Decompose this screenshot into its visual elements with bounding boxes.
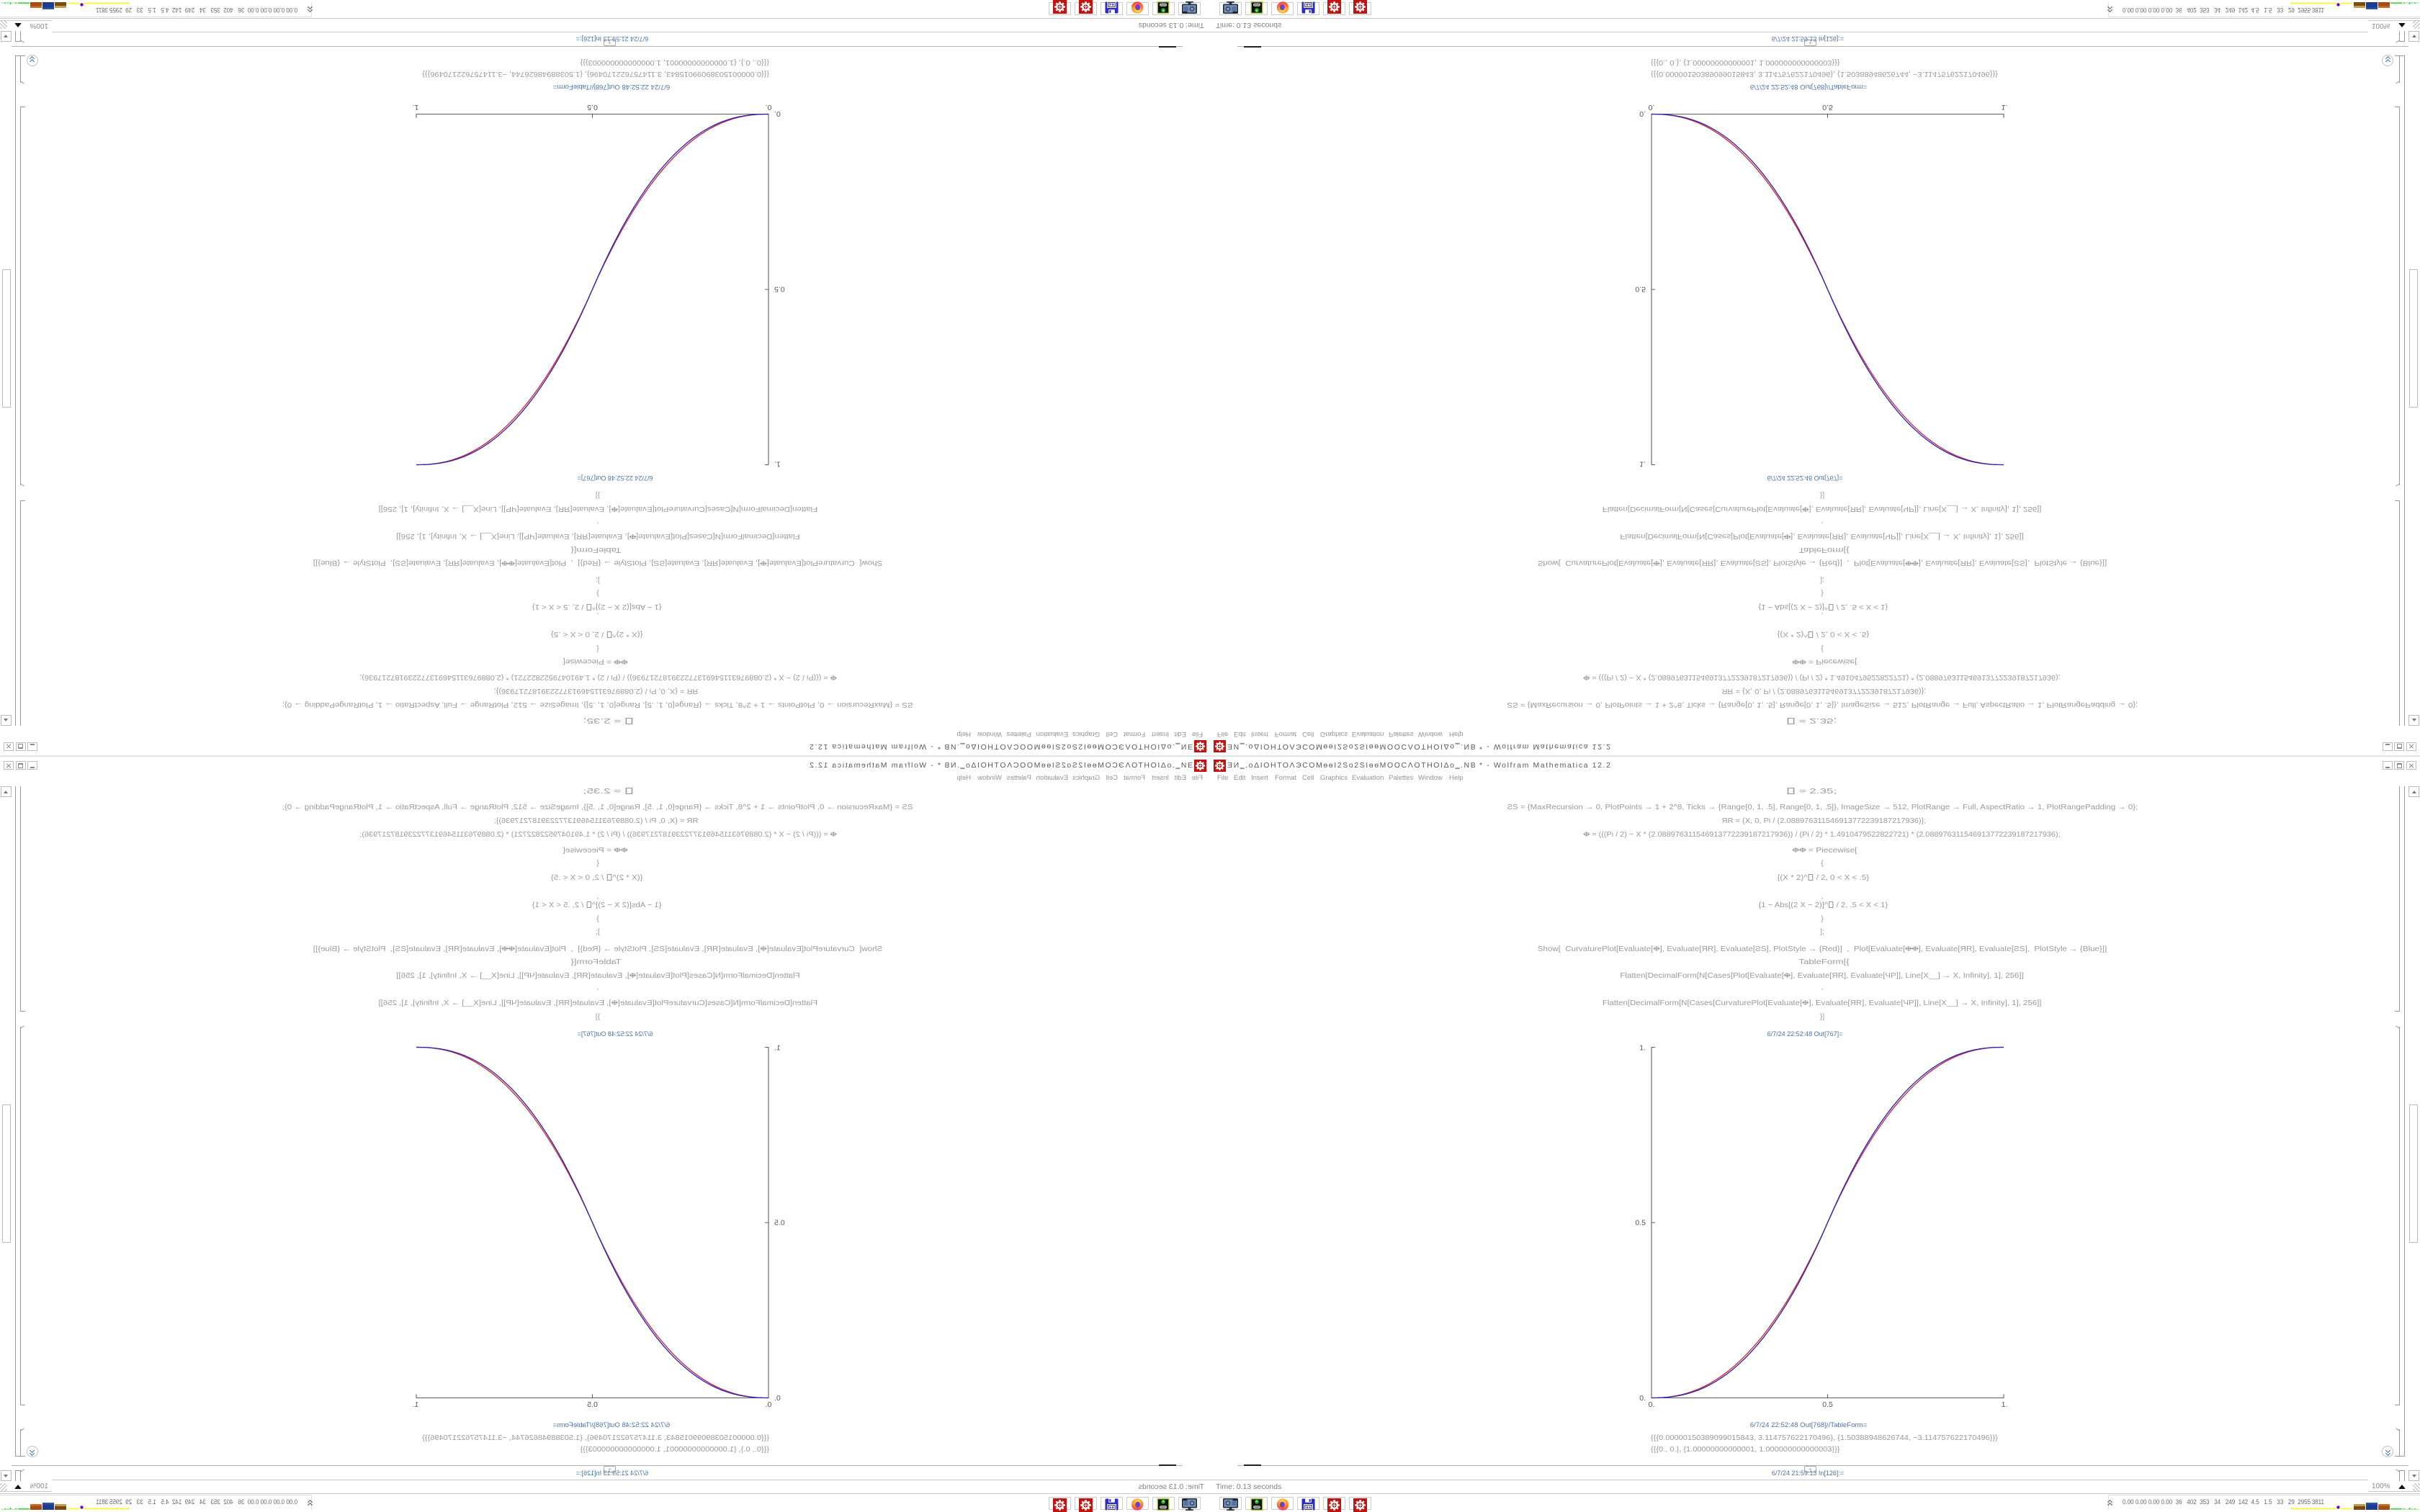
svg-text:0.5: 0.5 xyxy=(587,1400,598,1409)
svg-text:1.: 1. xyxy=(1639,1044,1646,1053)
svg-text:0.: 0. xyxy=(1639,109,1646,118)
svg-text:0.: 0. xyxy=(766,103,772,112)
svg-text:64: 64 xyxy=(1306,1,1311,6)
svg-text:64: 64 xyxy=(1108,1,1113,6)
svg-text:0.: 0. xyxy=(1649,1400,1655,1409)
svg-text:1.: 1. xyxy=(774,1044,781,1053)
svg-text:0.5: 0.5 xyxy=(1635,285,1646,294)
svg-text:0.5: 0.5 xyxy=(1822,103,1833,112)
svg-text:0.: 0. xyxy=(774,1394,781,1403)
svg-text:1.: 1. xyxy=(413,103,419,112)
svg-text:0.: 0. xyxy=(774,109,781,118)
svg-text:0.5: 0.5 xyxy=(1822,1400,1833,1409)
svg-text:0.: 0. xyxy=(1639,1394,1646,1403)
svg-text:1.: 1. xyxy=(1639,460,1646,469)
svg-text:1.: 1. xyxy=(413,1400,419,1409)
svg-text:0.5: 0.5 xyxy=(774,285,785,294)
svg-text:1.: 1. xyxy=(2002,103,2008,112)
svg-text:1.: 1. xyxy=(774,460,781,469)
svg-text:64: 64 xyxy=(1108,1506,1113,1511)
svg-text:0.5: 0.5 xyxy=(587,103,598,112)
svg-text:0.5: 0.5 xyxy=(1635,1219,1646,1228)
svg-text:0.: 0. xyxy=(1649,103,1655,112)
svg-text:1.: 1. xyxy=(2002,1400,2008,1409)
svg-text:0.: 0. xyxy=(766,1400,772,1409)
svg-text:64: 64 xyxy=(1306,1506,1311,1511)
svg-text:0.5: 0.5 xyxy=(774,1219,785,1228)
